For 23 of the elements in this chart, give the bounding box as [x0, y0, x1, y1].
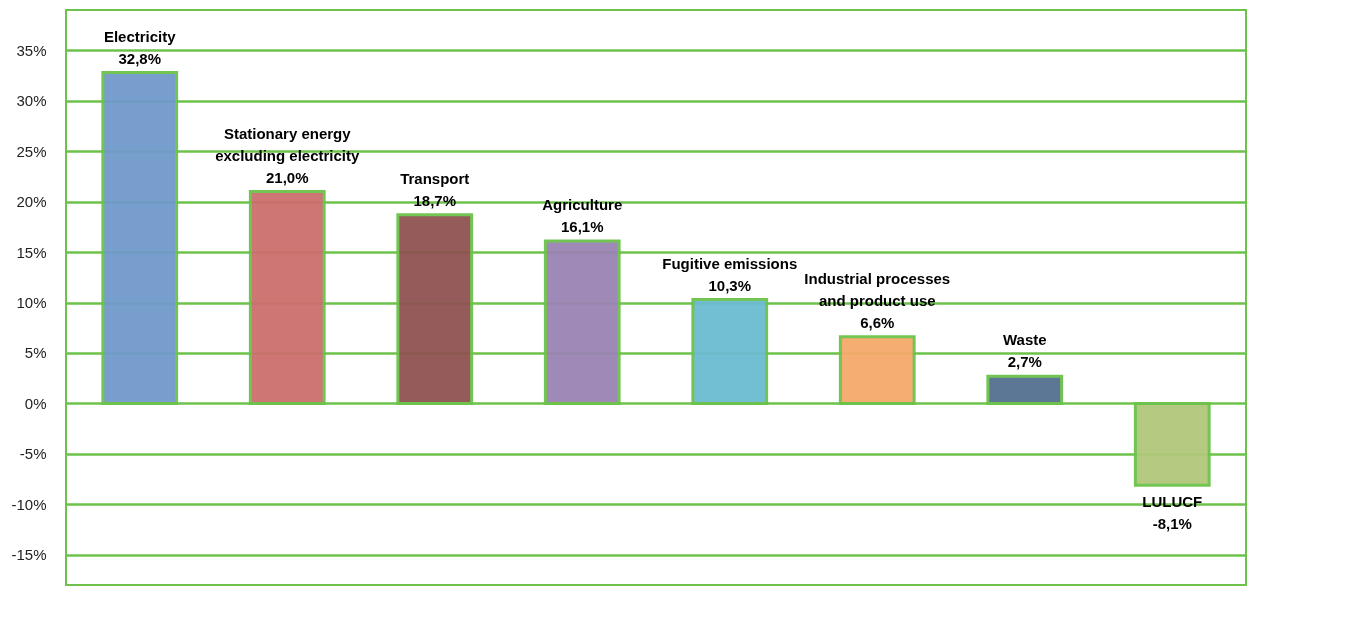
y-tick-label: 35% — [16, 41, 47, 59]
data-label: 2,7% — [1007, 353, 1042, 371]
y-tick-label: 20% — [16, 193, 47, 211]
data-label: 32,8% — [118, 49, 162, 67]
y-tick-label: -5% — [19, 445, 47, 463]
x-tick-label: Waste — [1002, 331, 1047, 349]
data-label: 10,3% — [708, 276, 752, 294]
x-tick-label: Fugitive emissions — [662, 254, 798, 272]
data-label: 6,6% — [860, 313, 895, 331]
y-tick-label: 25% — [16, 142, 47, 160]
x-tick-label: Electricity — [103, 27, 177, 45]
data-label: 21,0% — [265, 168, 309, 186]
y-tick-label: 30% — [16, 92, 47, 110]
data-label: 16,1% — [560, 218, 604, 236]
x-tick-label: Transport — [400, 169, 470, 187]
y-tick-label: 15% — [16, 243, 47, 261]
y-tick-label: -10% — [11, 495, 47, 513]
y-tick-label: -15% — [11, 546, 47, 564]
y-tick-label: 10% — [16, 294, 47, 312]
y-tick-label: 5% — [24, 344, 47, 362]
x-tick-label: Stationary energy excluding electricity — [215, 124, 361, 164]
data-label: -8,1% — [1152, 515, 1192, 533]
y-tick-label: 0% — [24, 394, 47, 412]
